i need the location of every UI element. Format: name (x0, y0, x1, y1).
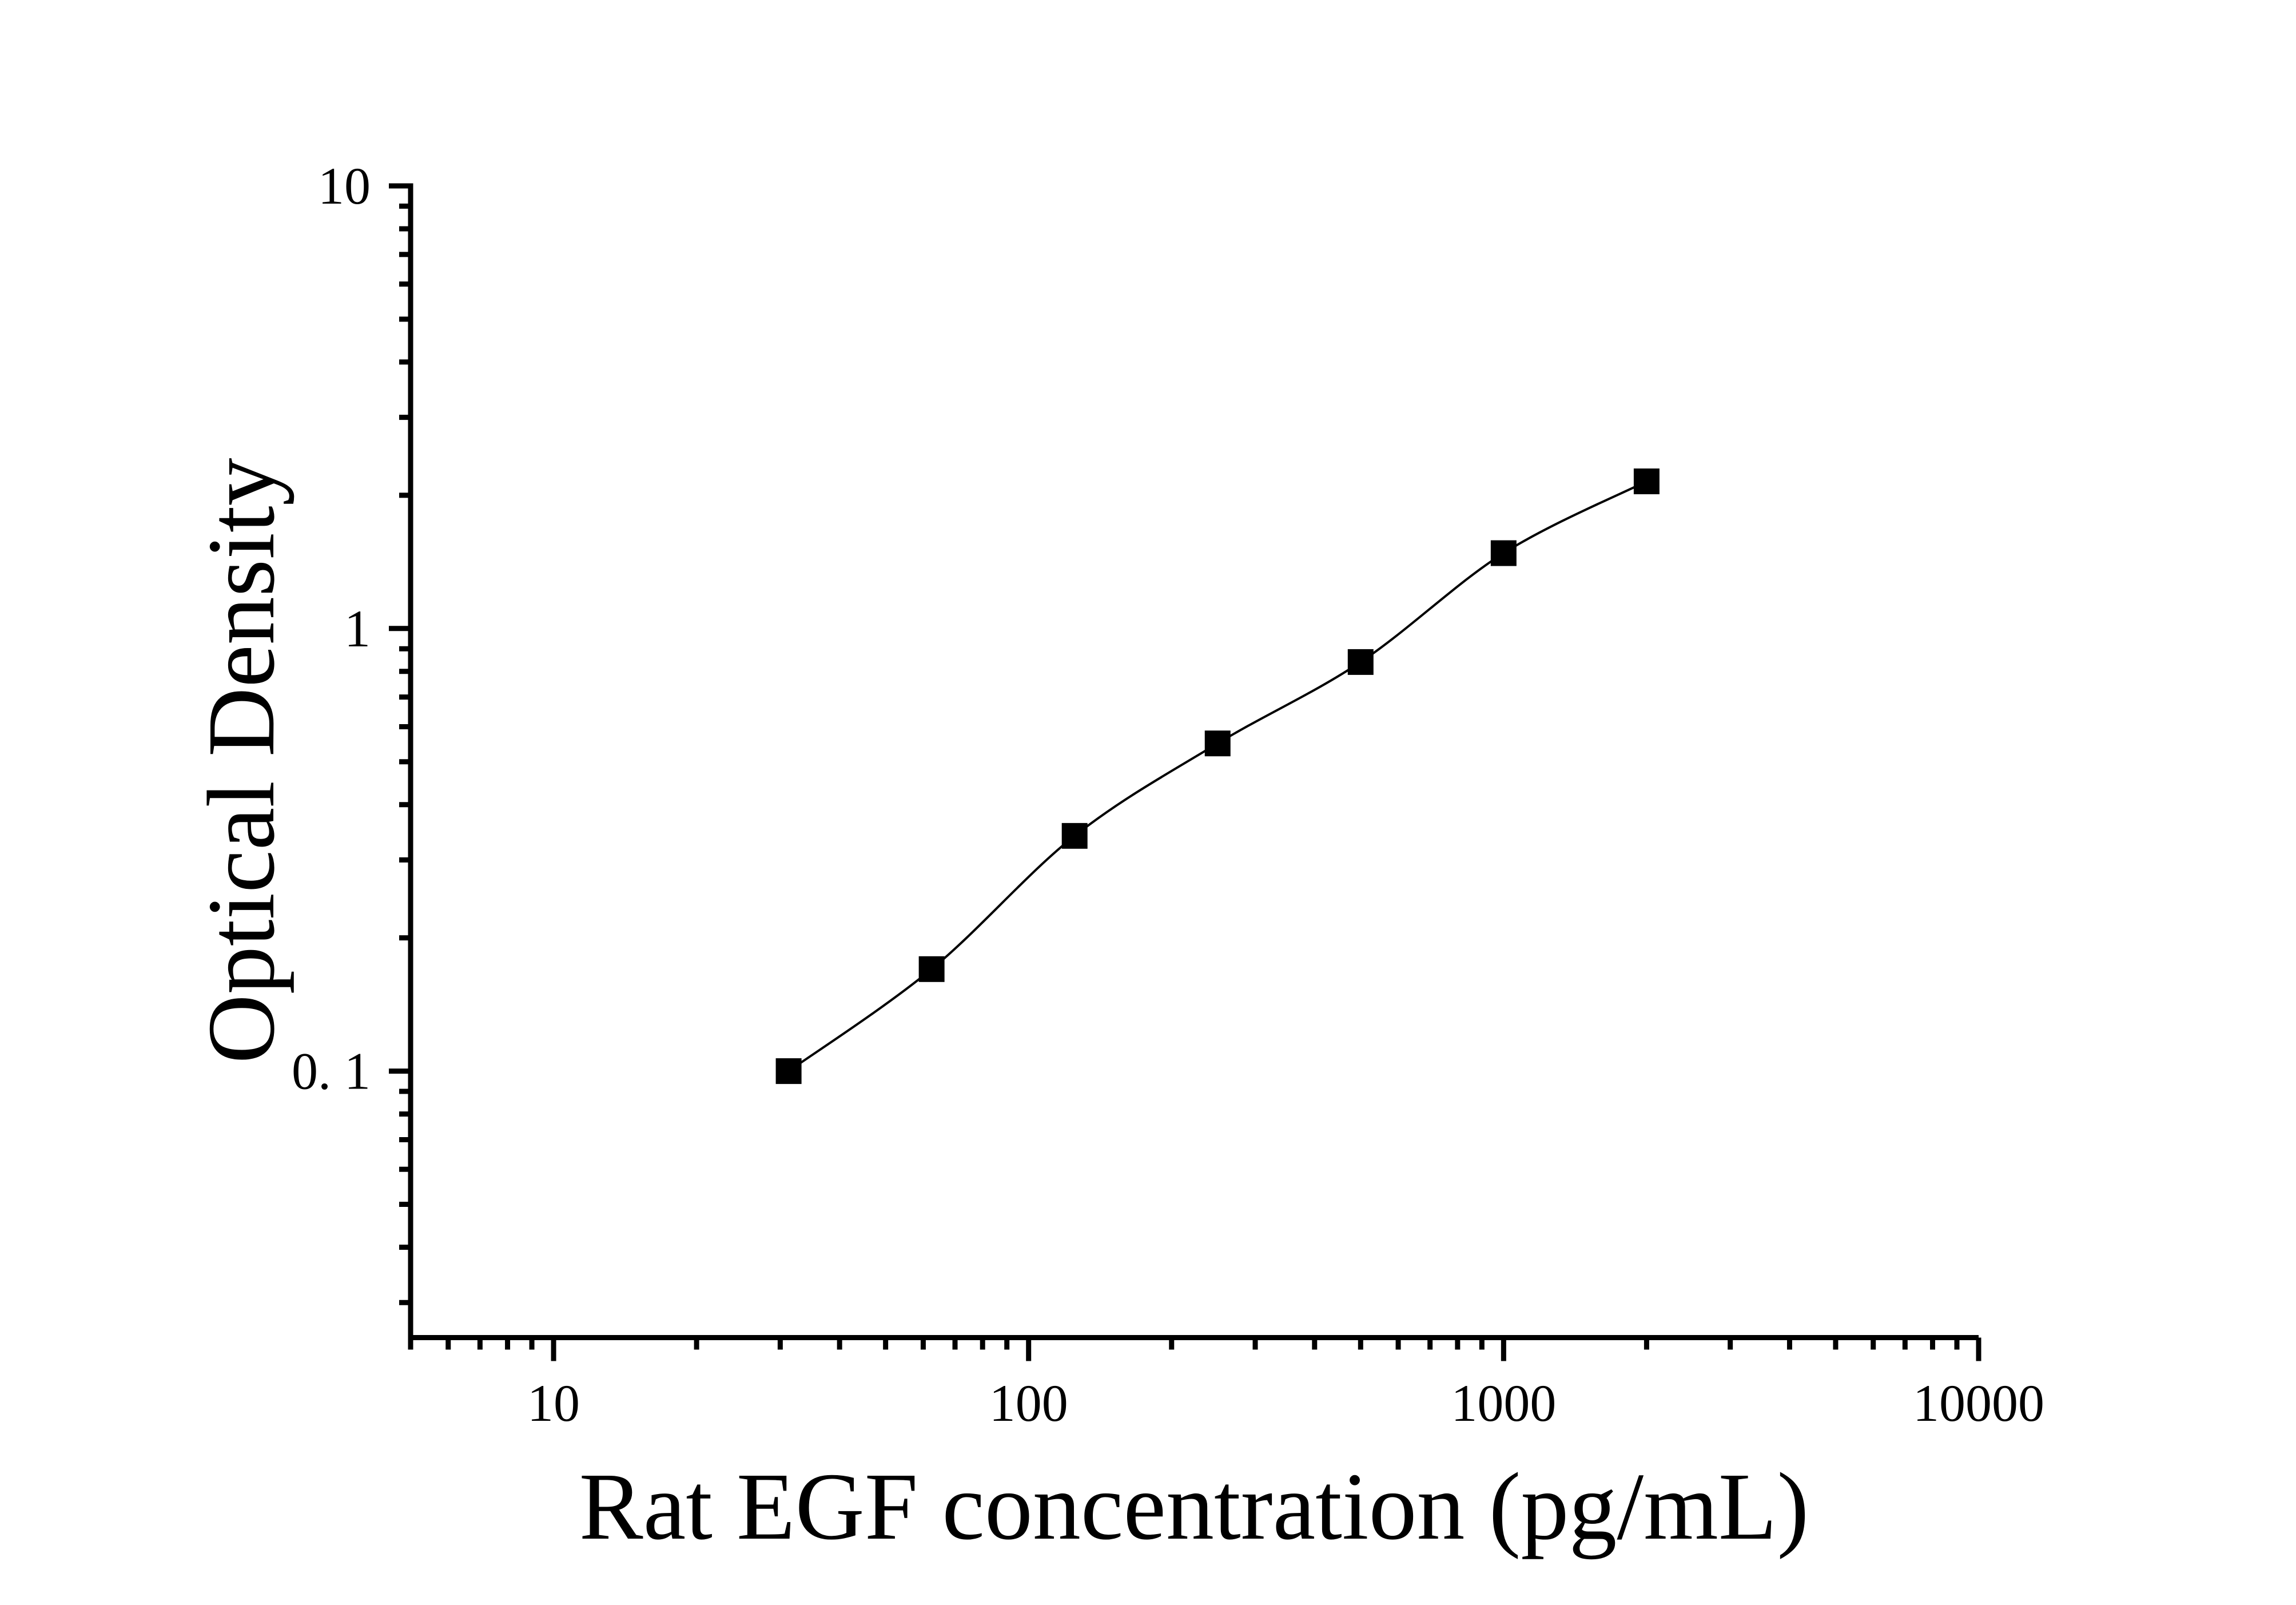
x-tick-label: 10 (527, 1374, 580, 1432)
axes (408, 183, 1979, 1340)
tick-labels: 10 1 0. 1 10 100 1000 10000 (292, 157, 2044, 1432)
y-axis-title: Optical Density (188, 458, 295, 1063)
y-tick-label: 1 (344, 599, 371, 658)
data-point-marker (1204, 730, 1231, 757)
axis-ticks (389, 183, 1981, 1361)
data-point-marker (1633, 468, 1660, 495)
data-point-marker (1347, 649, 1374, 675)
x-tick-label: 1000 (1451, 1374, 1556, 1432)
x-tick-label: 100 (989, 1374, 1068, 1432)
data-point-marker (775, 1058, 802, 1084)
data-point-marker (918, 956, 945, 982)
data-series (775, 468, 1660, 1084)
data-point-marker (1061, 823, 1088, 849)
y-tick-label: 10 (318, 157, 371, 215)
x-tick-label: 10000 (1913, 1374, 2044, 1432)
y-tick-label: 0. 1 (292, 1042, 371, 1101)
x-axis-title: Rat EGF concentration (pg/mL) (579, 1453, 1809, 1560)
fit-curve (787, 480, 1648, 1072)
data-point-marker (1490, 540, 1517, 566)
